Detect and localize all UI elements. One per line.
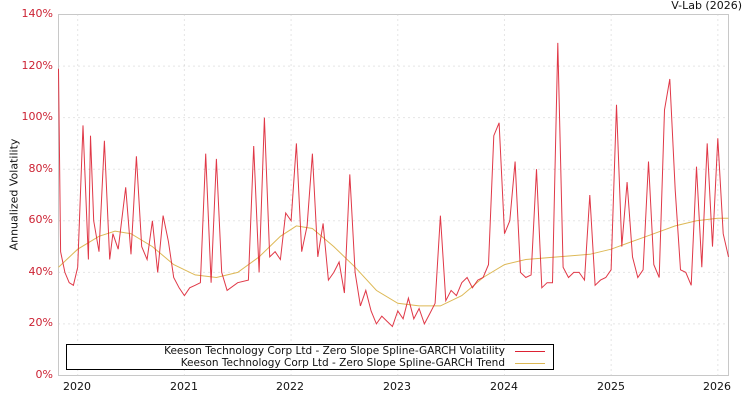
x-tick: 2024: [490, 380, 518, 393]
x-tick: 2022: [276, 380, 304, 393]
y-tick: 20%: [28, 316, 53, 329]
x-tick: 2025: [597, 380, 625, 393]
y-tick: 60%: [28, 213, 53, 226]
chart-credit: V-Lab (2026): [671, 0, 742, 12]
plot-frame: [58, 14, 729, 376]
y-tick: 40%: [28, 265, 53, 278]
y-tick: 140%: [21, 7, 53, 20]
volatility-line: [58, 42, 729, 328]
legend-label: Keeson Technology Corp Ltd - Zero Slope …: [164, 345, 505, 357]
legend-label: Keeson Technology Corp Ltd - Zero Slope …: [180, 357, 505, 369]
legend-item-volatility: Keeson Technology Corp Ltd - Zero Slope …: [164, 345, 545, 357]
x-tick: 2020: [63, 380, 91, 393]
chart-legend: Keeson Technology Corp Ltd - Zero Slope …: [66, 344, 554, 370]
y-tick: 0%: [35, 368, 53, 381]
y-tick: 100%: [21, 110, 53, 123]
x-tick: 2021: [170, 380, 198, 393]
x-tick: 2023: [383, 380, 411, 393]
y-tick: 80%: [28, 162, 53, 175]
legend-swatch-gold: [515, 362, 545, 364]
x-tick: 2026: [703, 380, 731, 393]
y-tick: 120%: [21, 59, 53, 72]
legend-item-trend: Keeson Technology Corp Ltd - Zero Slope …: [181, 357, 545, 369]
legend-swatch-red: [515, 350, 545, 352]
